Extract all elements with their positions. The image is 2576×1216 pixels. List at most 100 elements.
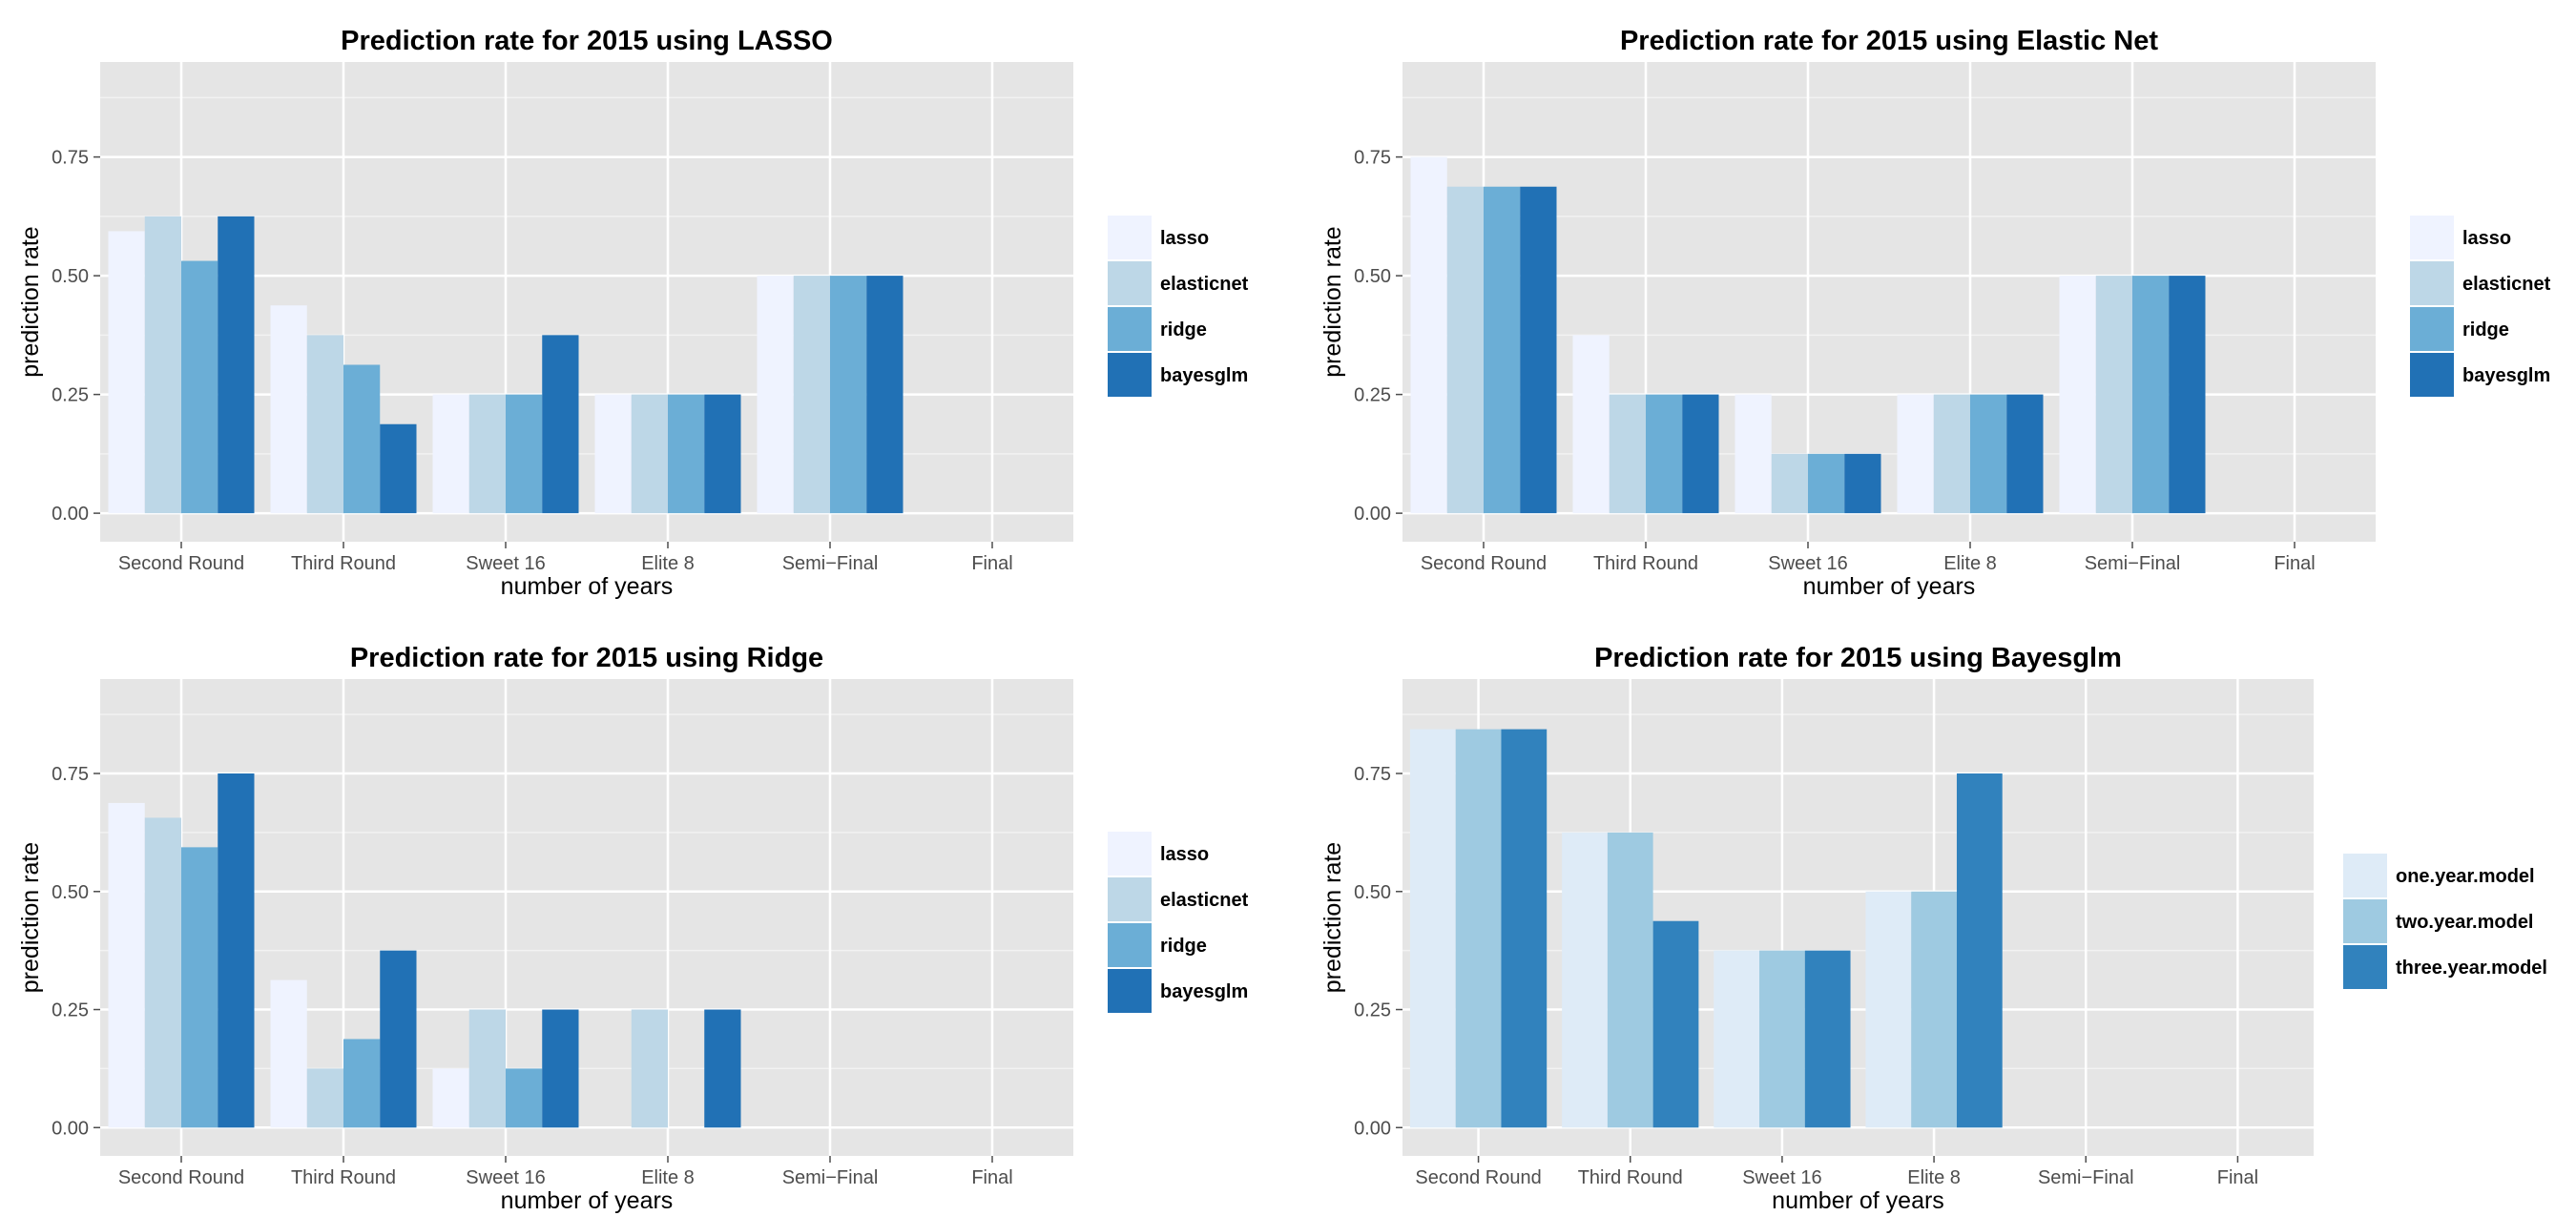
y-tick-label: 0.25 <box>52 1000 89 1021</box>
chart-panel-lasso: 0.00 0.25 0.50 0.75 Second Round Third Round S… <box>0 0 1288 608</box>
x-axis-label: number of years <box>1772 1187 1944 1214</box>
y-tick-label: 0.75 <box>52 764 89 785</box>
chart-title: Prediction rate for 2015 using Ridge <box>350 643 823 673</box>
legend-swatch-three-year-model <box>2343 945 2387 989</box>
y-axis-label: prediction rate <box>1319 226 1346 377</box>
bar-lasso-second-round <box>1410 156 1447 514</box>
bar-ridge-elite-8 <box>1970 394 2007 514</box>
legend-label-one-year-model: one.year.model <box>2396 866 2535 887</box>
bar-three-year-model-sweet-16 <box>1804 950 1851 1128</box>
bar-elasticnet-semi-final <box>2095 276 2132 514</box>
legend-label-ridge: ridge <box>1160 319 1207 340</box>
legend-swatch-elasticnet <box>1108 261 1152 305</box>
x-tick-label-sweet-16: Sweet 16 <box>1768 553 1847 574</box>
bar-elasticnet-third-round <box>1609 394 1646 514</box>
x-tick-label-semi-final: Semi−Final <box>2085 553 2181 574</box>
y-axis-label: prediction rate <box>17 842 44 993</box>
legend-label-lasso: lasso <box>1160 844 1209 865</box>
chart-title: Prediction rate for 2015 using Elastic N… <box>1620 26 2158 56</box>
bar-bayesglm-semi-final <box>866 276 904 514</box>
x-tick-label-final: Final <box>2217 1167 2258 1188</box>
legend-swatch-elasticnet <box>2410 261 2454 305</box>
legend-label-bayesglm: bayesglm <box>2462 365 2550 386</box>
bar-lasso-second-round <box>108 802 145 1128</box>
bar-lasso-sweet-16 <box>432 394 469 514</box>
bar-bayesglm-elite-8 <box>704 394 741 514</box>
chart-panel-bayesglm: 0.00 0.25 0.50 0.75 Second Round Third Round S… <box>1288 608 2576 1215</box>
bar-bayesglm-second-round <box>218 216 255 514</box>
x-tick-label-third-round: Third Round <box>291 1167 396 1188</box>
bar-ridge-sweet-16 <box>506 1068 543 1128</box>
y-axis-label: prediction rate <box>17 226 44 377</box>
bar-three-year-model-third-round <box>1652 920 1699 1128</box>
bar-lasso-third-round <box>270 305 307 514</box>
x-tick-label-second-round: Second Round <box>118 1167 244 1188</box>
chart-ridge: 0.00 0.25 0.50 0.75 Second Round Third Round S… <box>17 643 1249 1214</box>
legend-swatch-lasso <box>1108 832 1152 876</box>
bar-elasticnet-second-round <box>1446 186 1484 514</box>
bar-lasso-semi-final <box>2059 276 2096 514</box>
y-tick-label: 0.75 <box>1354 148 1391 169</box>
x-tick-label-third-round: Third Round <box>1593 553 1698 574</box>
bar-ridge-sweet-16 <box>1808 453 1845 514</box>
legend-swatch-ridge <box>1108 923 1152 967</box>
bar-ridge-second-round <box>1484 186 1521 514</box>
x-tick-label-sweet-16: Sweet 16 <box>1742 1167 1821 1188</box>
bar-one-year-model-third-round <box>1562 832 1608 1128</box>
chart-bayesglm: 0.00 0.25 0.50 0.75 Second Round Third Round S… <box>1319 643 2547 1214</box>
legend-swatch-two-year-model <box>2343 899 2387 943</box>
chart-lasso: 0.00 0.25 0.50 0.75 Second Round Third Round S… <box>17 26 1249 600</box>
plot-background <box>1402 679 2314 1156</box>
bar-one-year-model-elite-8 <box>1865 891 1912 1128</box>
bar-bayesglm-sweet-16 <box>542 335 579 514</box>
legend-swatch-bayesglm <box>2410 353 2454 397</box>
bar-elasticnet-third-round <box>306 1068 343 1128</box>
chart-panel-elastic-net: 0.00 0.25 0.50 0.75 Second Round Third Round S… <box>1288 0 2576 608</box>
plot-background <box>100 62 1073 542</box>
bar-bayesglm-third-round <box>1682 394 1719 514</box>
bar-elasticnet-semi-final <box>793 276 830 514</box>
bar-bayesglm-elite-8 <box>2006 394 2044 514</box>
x-tick-label-sweet-16: Sweet 16 <box>466 1167 545 1188</box>
bar-three-year-model-elite-8 <box>1956 773 2003 1128</box>
x-tick-label-semi-final: Semi−Final <box>2038 1167 2134 1188</box>
bar-elasticnet-elite-8 <box>631 1009 668 1128</box>
x-axis-label: number of years <box>501 573 674 600</box>
y-tick-label: 0.00 <box>52 504 89 525</box>
bar-lasso-sweet-16 <box>432 1068 469 1128</box>
bar-ridge-sweet-16 <box>506 394 543 514</box>
legend-label-lasso: lasso <box>1160 228 1209 249</box>
legend-label-elasticnet: elasticnet <box>2462 274 2551 295</box>
chart-title: Prediction rate for 2015 using LASSO <box>341 26 833 56</box>
y-tick-label: 0.25 <box>52 385 89 406</box>
legend-swatch-one-year-model <box>2343 854 2387 897</box>
x-tick-label-semi-final: Semi−Final <box>782 1167 879 1188</box>
bar-elasticnet-second-round <box>144 216 181 514</box>
legend-label-lasso: lasso <box>2462 228 2511 249</box>
plot-background <box>1402 62 2376 542</box>
legend-swatch-bayesglm <box>1108 969 1152 1013</box>
bar-bayesglm-second-round <box>218 773 255 1128</box>
x-tick-label-second-round: Second Round <box>1421 553 1547 574</box>
legend-label-two-year-model: two.year.model <box>2396 912 2534 933</box>
legend-label-three-year-model: three.year.model <box>2396 958 2547 979</box>
bar-ridge-second-round <box>181 260 218 514</box>
chart-panel-ridge: 0.00 0.25 0.50 0.75 Second Round Third Round S… <box>0 608 1288 1215</box>
bar-three-year-model-second-round <box>1501 729 1548 1128</box>
x-tick-label-sweet-16: Sweet 16 <box>466 553 545 574</box>
y-tick-label: 0.50 <box>1354 882 1391 903</box>
chart-elastic-net: 0.00 0.25 0.50 0.75 Second Round Third Round S… <box>1319 26 2551 600</box>
x-tick-label-elite-8: Elite 8 <box>641 553 695 574</box>
bar-lasso-semi-final <box>757 276 794 514</box>
bar-one-year-model-sweet-16 <box>1714 950 1760 1128</box>
y-tick-label: 0.25 <box>1354 1000 1391 1021</box>
bar-elasticnet-sweet-16 <box>1771 453 1808 514</box>
bar-ridge-second-round <box>181 847 218 1128</box>
bar-bayesglm-semi-final <box>2169 276 2206 514</box>
x-tick-label-elite-8: Elite 8 <box>1943 553 1997 574</box>
bar-lasso-second-round <box>108 231 145 514</box>
chart-title: Prediction rate for 2015 using Bayesglm <box>1594 643 2122 673</box>
bar-elasticnet-second-round <box>144 817 181 1128</box>
y-tick-label: 0.00 <box>1354 504 1391 525</box>
bar-ridge-third-round <box>343 364 381 514</box>
